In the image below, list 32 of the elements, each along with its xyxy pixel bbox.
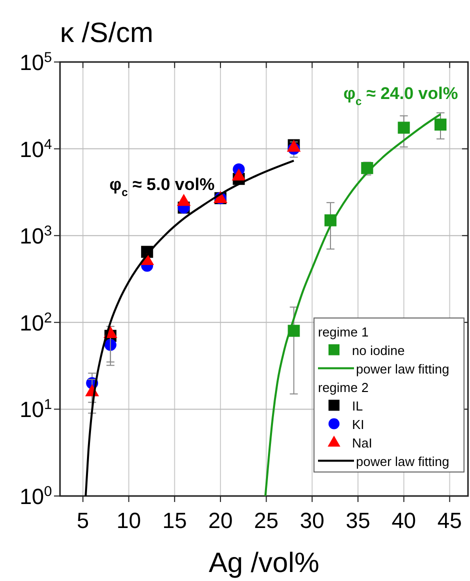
legend-label: KI [352,416,364,432]
y-tick-label: 10$^{3}$ [20,224,52,249]
x-tick-label: 45 [437,508,462,533]
y-tick-label: 10$^{1}$ [20,397,52,422]
x-tick-label: 30 [300,508,324,533]
annotation: regime 2 [318,380,369,395]
legend-label: no iodine [352,342,405,358]
y-axis-title: κ /S/cm [60,17,154,48]
legend-label: NaI [352,435,372,450]
point [398,122,410,134]
annotation: φ$_{c}$ ≈ 5.0 vol% [109,175,215,200]
y-tick-label: 10$^{2}$ [20,310,52,336]
line-series [84,160,295,496]
annotation: regime 1 [318,324,369,340]
legend-label: power law fitting [356,361,450,376]
annotation: φ$_{c}$ ≈ 24.0 vol% [343,84,458,108]
x-tick-label: 40 [392,508,416,533]
point [176,194,191,206]
x-tick-label: 35 [346,508,370,533]
x-tick-label: 25 [254,508,279,533]
legend-label: power law fitting [356,454,450,469]
x-tick-label: 15 [162,508,187,533]
y-tick-label: 10$^{5}$ [20,50,52,75]
y-tick-label: 10$^{0}$ [20,484,52,509]
point [434,118,446,131]
legend-label: IL [352,398,363,414]
x-tick-label: 5 [76,508,90,533]
x-tick-label: 10 [116,508,142,533]
x-tick-label: 20 [208,508,233,533]
x-axis-title: Ag /vol% [208,547,320,578]
y-tick-label: 10$^{4}$ [20,136,52,162]
point [232,168,246,180]
